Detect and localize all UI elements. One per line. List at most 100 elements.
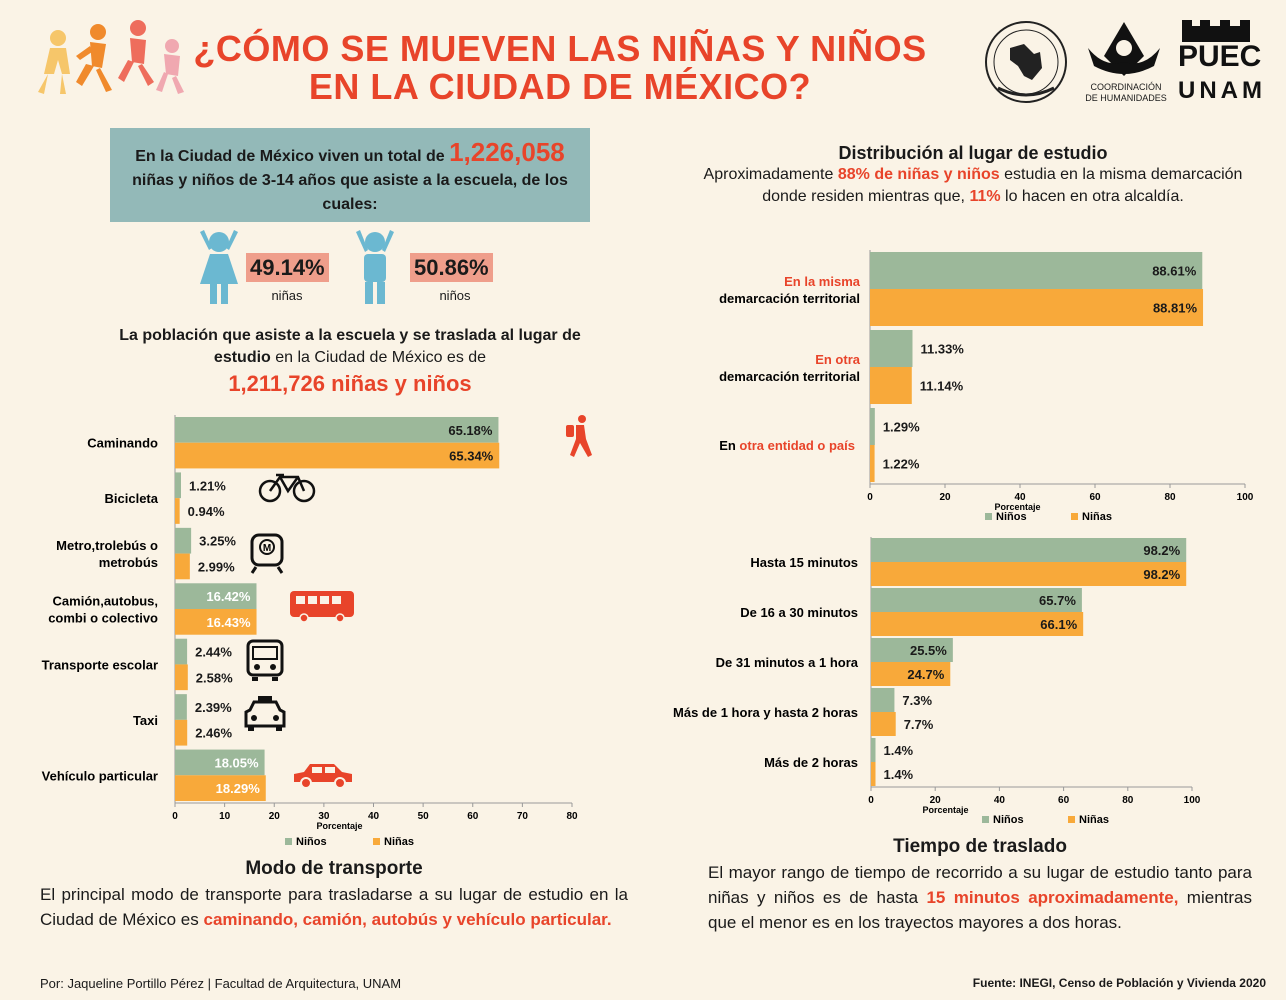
bar-ninos [870,330,913,367]
bar-ninos [175,638,188,665]
bar-value-label: 1.22% [883,457,920,472]
bar-ninos [871,588,1082,612]
population-total: 1,211,726 niñas y niños [228,371,472,396]
category-label: Vehículo particular [42,768,158,783]
logo-coord-line2: DE HUMANIDADES [1085,93,1167,103]
svg-text:M: M [263,543,271,554]
transport-section-text: El principal modo de transporte para tra… [40,882,628,932]
x-tick-label: 50 [418,811,430,822]
bar-value-label: 25.5% [910,643,947,658]
bar-ninas [870,367,912,404]
bar-value-label: 88.81% [1153,301,1198,316]
boys-label: niños [439,288,471,303]
category-label-highlight: En otra [815,352,861,367]
time-section-title: Tiempo de traslado [893,836,1067,857]
bar-ninas [175,775,266,801]
school-bus-icon [246,639,284,681]
distribution-text-a: Aproximadamente [703,166,838,183]
bar-value-label: 3.25% [199,534,236,549]
bar-value-label: 88.61% [1152,264,1197,279]
bar-ninas [175,498,180,524]
puec-logo-text: PUEC [1178,40,1262,73]
title-line-1: ¿CÓMO SE MUEVEN LAS NIÑAS Y NIÑOS [193,28,927,69]
legend-swatch-ninas [373,838,380,845]
transport-mode-chart: 0 10 20 30 40 50 60 70 80 Porcentaje 65.18% 65.34% C… [42,415,592,848]
time-text-a: El mayor rango de tiempo de recorrido a … [708,863,1252,907]
population-line2-bold: estudio [213,349,271,366]
car-icon [294,764,352,789]
bar-ninos [175,583,257,609]
bar-value-label: 16.43% [206,615,251,630]
bar-ninos [175,417,499,443]
bar-value-label: 18.29% [216,781,261,796]
kid-figure-pink [156,39,184,94]
category-label: En otra entidad o país [719,438,855,453]
x-tick-label: 60 [1089,492,1101,503]
category-label: Caminando [87,436,158,451]
bar-ninas [175,719,188,746]
bar-ninas [175,553,190,580]
walking-icon [566,415,592,457]
time-text-b: mientras que el menor es en los trayecto… [708,888,1252,932]
legend-swatch-ninos [285,838,292,845]
footer-author: Por: Jaqueline Portillo Pérez | Facultad… [40,976,402,991]
category-label: Más de 1 hora y hasta 2 horas [673,705,858,720]
bar-value-label: 11.14% [920,379,964,394]
distribution-description: Distribución al lugar de estudio Aproxim… [700,142,1246,208]
title-line-2: EN LA CIUDAD DE MÉXICO? [308,66,812,107]
population-line1: La población que asiste a la escuela y s… [119,327,581,344]
boys-pct-box: 50.86% [410,253,493,282]
category-label: demarcación territorial [719,291,860,306]
legend-swatch-ninas [1071,513,1078,520]
girls-label: niñas [271,288,303,303]
intro-box: En la Ciudad de México viven un total de… [110,128,590,222]
legend-swatch-ninos [985,513,992,520]
category-label: combi o colectivo [48,611,158,626]
running-kids-illustration [38,20,184,94]
footer-source: Fuente: INEGI, Censo de Población y Vivi… [972,976,1266,990]
bar-value-label: 65.18% [448,423,493,438]
bar-ninos [175,694,187,720]
bar-value-label: 2.39% [195,700,232,715]
legend-label-ninos: Niños [996,511,1027,523]
bar-ninos [175,527,192,554]
category-label: Bicicleta [105,491,159,506]
category-label: Hasta 15 minutos [750,555,858,570]
bar-ninas [871,762,876,786]
x-tick-label: 20 [930,795,942,806]
bar-ninas [175,609,257,635]
coordinacion-humanidades-logo [1088,22,1160,76]
bar-value-label: 7.7% [904,717,934,732]
category-label: metrobús [99,555,158,570]
x-tick-label: 0 [867,492,873,503]
bar-value-label: 24.7% [907,667,944,682]
x-tick-label: 60 [467,811,479,822]
x-tick-label: 40 [994,795,1006,806]
bar-ninas [870,289,1204,326]
logo-coord-line1: COORDINACIÓN [1090,82,1162,92]
category-label: demarcación territorial [719,369,860,384]
intro-text-a: En la Ciudad de México viven un total de [135,148,450,165]
unam-logo-text: UNAM [1178,77,1266,104]
bar-ninos [175,749,265,776]
x-tick-label: 80 [566,811,578,822]
legend-label-ninas: Niñas [1082,511,1112,523]
x-tick-label: 100 [1237,492,1254,503]
category-label: Camión,autobus, [53,594,158,609]
category-label: De 16 a 30 minutos [740,605,858,620]
taxi-icon [244,696,286,731]
time-section-text: El mayor rango de tiempo de recorrido a … [708,860,1252,935]
x-axis-title: Porcentaje [994,502,1040,512]
bar-ninos [871,638,953,662]
bar-value-label: 18.05% [214,755,259,770]
bar-value-label: 1.4% [883,767,913,782]
x-tick-label: 40 [368,811,380,822]
bar-ninos [870,252,1203,289]
kid-figure-orange [76,24,112,92]
category-label: De 31 minutos a 1 hora [716,655,859,670]
transport-text-a: El principal modo de transporte para tra… [40,885,628,929]
bar-value-label: 2.44% [195,645,232,660]
bar-ninos [871,538,1187,562]
x-tick-label: 0 [868,795,874,806]
legend-swatch-ninas [1068,816,1075,823]
